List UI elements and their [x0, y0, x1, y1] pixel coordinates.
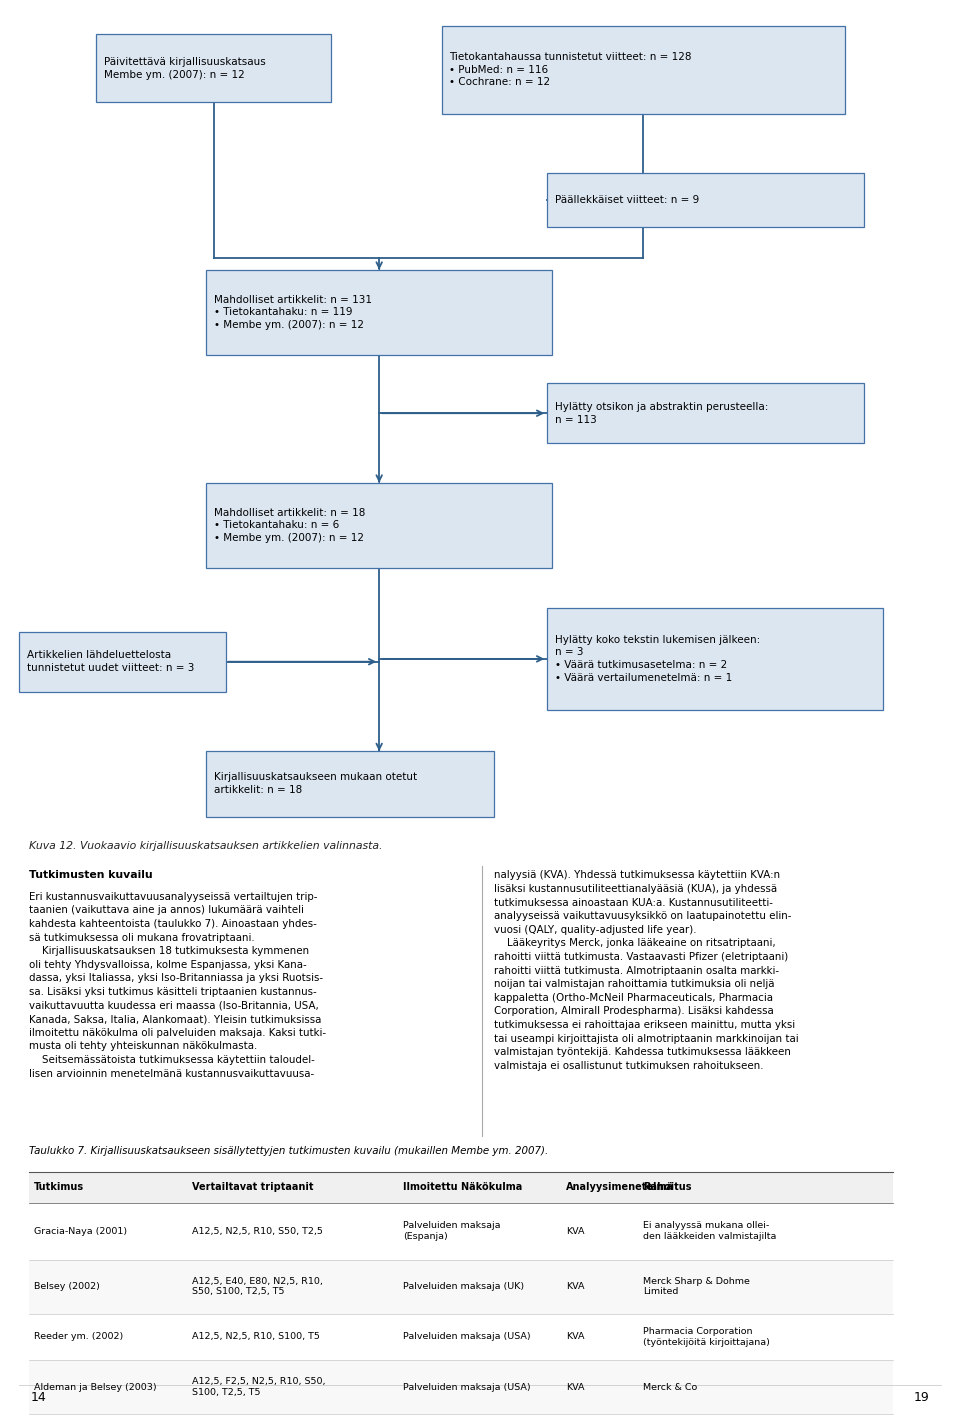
Text: Rahoitus: Rahoitus	[643, 1181, 692, 1193]
Text: Eri kustannusvaikuttavuusanalyyseissä vertailtujen trip-
taanien (vaikuttava ain: Eri kustannusvaikuttavuusanalyyseissä ve…	[29, 892, 326, 1079]
Text: Tutkimusten kuvailu: Tutkimusten kuvailu	[29, 870, 153, 880]
Text: Tutkimus: Tutkimus	[34, 1181, 84, 1193]
Text: Pharmacia Corporation
(työntekijöitä kirjoittajana): Pharmacia Corporation (työntekijöitä kir…	[643, 1328, 770, 1346]
Text: Tietokantahaussa tunnistetut viitteet: n = 128
• PubMed: n = 116
• Cochrane: n =: Tietokantahaussa tunnistetut viitteet: n…	[449, 51, 692, 88]
Text: Palveluiden maksaja
(Espanja): Palveluiden maksaja (Espanja)	[403, 1221, 501, 1241]
FancyBboxPatch shape	[547, 173, 864, 227]
Text: 19: 19	[914, 1390, 929, 1404]
FancyBboxPatch shape	[96, 34, 331, 102]
Text: Kirjallisuuskatsaukseen mukaan otetut
artikkelit: n = 18: Kirjallisuuskatsaukseen mukaan otetut ar…	[214, 772, 418, 795]
Bar	[29, 1414, 893, 1420]
Text: Artikkelien lähdeluettelosta
tunnistetut uudet viitteet: n = 3: Artikkelien lähdeluettelosta tunnistetut…	[27, 650, 194, 673]
Text: Belsey (2002): Belsey (2002)	[34, 1282, 100, 1291]
Text: A12,5, N2,5, R10, S100, T5: A12,5, N2,5, R10, S100, T5	[192, 1332, 320, 1342]
Text: KVA: KVA	[566, 1227, 585, 1235]
Bar	[29, 1203, 893, 1260]
Text: Ei analyyssä mukana ollei-
den lääkkeiden valmistajilta: Ei analyyssä mukana ollei- den lääkkeide…	[643, 1221, 777, 1241]
Bar	[29, 1172, 893, 1203]
Text: Hylätty otsikon ja abstraktin perusteella:
n = 113: Hylätty otsikon ja abstraktin perusteell…	[555, 402, 768, 425]
FancyBboxPatch shape	[442, 26, 845, 114]
Text: Mahdolliset artikkelit: n = 18
• Tietokantahaku: n = 6
• Membe ym. (2007): n = 1: Mahdolliset artikkelit: n = 18 • Tietoka…	[214, 507, 366, 544]
FancyBboxPatch shape	[206, 751, 494, 816]
Text: A12,5, N2,5, R10, S50, T2,5: A12,5, N2,5, R10, S50, T2,5	[192, 1227, 323, 1235]
Text: Palveluiden maksaja (USA): Palveluiden maksaja (USA)	[403, 1332, 531, 1342]
Text: Merck & Co: Merck & Co	[643, 1383, 698, 1392]
Bar	[29, 1314, 893, 1360]
Text: Palveluiden maksaja (UK): Palveluiden maksaja (UK)	[403, 1282, 524, 1291]
Text: Gracia-Naya (2001): Gracia-Naya (2001)	[34, 1227, 127, 1235]
Text: 14: 14	[31, 1390, 46, 1404]
Text: KVA: KVA	[566, 1282, 585, 1291]
Text: Reeder ym. (2002): Reeder ym. (2002)	[34, 1332, 123, 1342]
FancyBboxPatch shape	[19, 632, 226, 692]
Text: nalyysiä (KVA). Yhdessä tutkimuksessa käytettiin KVA:n
lisäksi kustannusutilitee: nalyysiä (KVA). Yhdessä tutkimuksessa kä…	[494, 870, 799, 1071]
Text: Päivitettävä kirjallisuuskatsaus
Membe ym. (2007): n = 12: Päivitettävä kirjallisuuskatsaus Membe y…	[104, 57, 265, 80]
Text: Analyysimenetelmä: Analyysimenetelmä	[566, 1181, 674, 1193]
Text: Vertailtavat triptaanit: Vertailtavat triptaanit	[192, 1181, 314, 1193]
Text: Mahdolliset artikkelit: n = 131
• Tietokantahaku: n = 119
• Membe ym. (2007): n : Mahdolliset artikkelit: n = 131 • Tietok…	[214, 294, 372, 331]
Text: Hylätty koko tekstin lukemisen jälkeen:
n = 3
• Väärä tutkimusasetelma: n = 2
• : Hylätty koko tekstin lukemisen jälkeen: …	[555, 635, 760, 683]
Text: A12,5, F2,5, N2,5, R10, S50,
S100, T2,5, T5: A12,5, F2,5, N2,5, R10, S50, S100, T2,5,…	[192, 1377, 325, 1397]
FancyBboxPatch shape	[206, 270, 552, 355]
Bar	[29, 1260, 893, 1314]
Text: Taulukko 7. Kirjallisuuskatsaukseen sisällytettyjen tutkimusten kuvailu (mukaill: Taulukko 7. Kirjallisuuskatsaukseen sisä…	[29, 1146, 548, 1156]
Text: Kuva 12. Vuokaavio kirjallisuuskatsauksen artikkelien valinnasta.: Kuva 12. Vuokaavio kirjallisuuskatsaukse…	[29, 841, 382, 851]
Text: Aldeman ja Belsey (2003): Aldeman ja Belsey (2003)	[34, 1383, 156, 1392]
Text: Palveluiden maksaja (USA): Palveluiden maksaja (USA)	[403, 1383, 531, 1392]
Bar	[29, 1360, 893, 1414]
FancyBboxPatch shape	[206, 483, 552, 568]
Text: Merck Sharp & Dohme
Limited: Merck Sharp & Dohme Limited	[643, 1277, 750, 1296]
FancyBboxPatch shape	[547, 383, 864, 443]
FancyBboxPatch shape	[547, 608, 883, 710]
Text: A12,5, E40, E80, N2,5, R10,
S50, S100, T2,5, T5: A12,5, E40, E80, N2,5, R10, S50, S100, T…	[192, 1277, 323, 1296]
Text: Ilmoitettu Näkökulma: Ilmoitettu Näkökulma	[403, 1181, 522, 1193]
Text: Päällekkäiset viitteet: n = 9: Päällekkäiset viitteet: n = 9	[555, 195, 699, 206]
Text: KVA: KVA	[566, 1332, 585, 1342]
Text: KVA: KVA	[566, 1383, 585, 1392]
